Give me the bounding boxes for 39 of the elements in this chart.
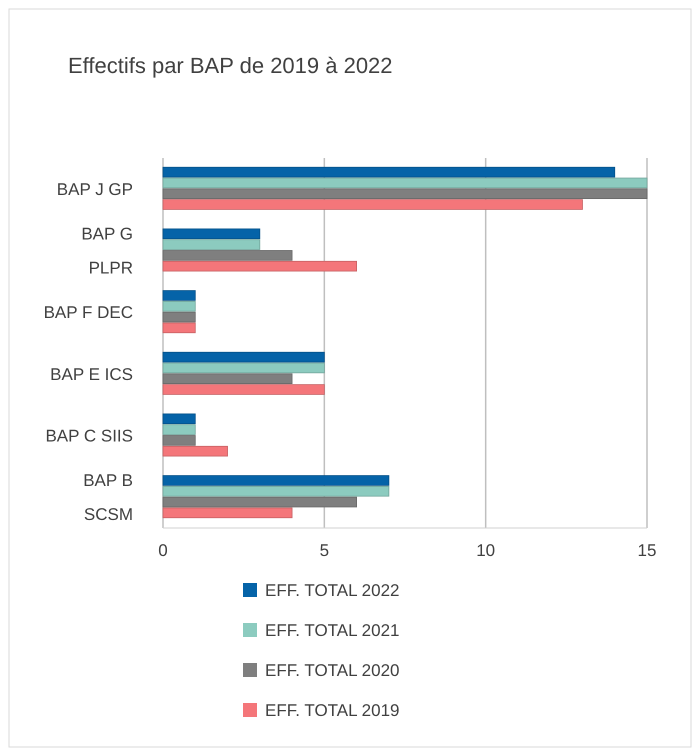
bar (162, 435, 196, 446)
bar (162, 373, 292, 384)
chart-title: Effectifs par BAP de 2019 à 2022 (68, 53, 393, 78)
bar (162, 228, 260, 240)
bar (162, 250, 292, 261)
x-tick-label: 10 (476, 541, 496, 560)
bar (162, 199, 583, 210)
bar (162, 166, 616, 178)
bar (162, 486, 390, 497)
bar (162, 446, 228, 456)
bar (162, 475, 390, 486)
bar (162, 322, 196, 334)
bar (162, 352, 325, 362)
bar (162, 239, 260, 250)
x-tick-label: 15 (638, 541, 656, 560)
y-tick-label: BAP B SCSM (83, 471, 133, 524)
legend-label: EFF. TOTAL 2020 (265, 661, 400, 680)
bar (162, 188, 648, 200)
y-tick-label: BAP G PLPR (81, 224, 133, 278)
y-tick-label: BAP F DEC (44, 303, 133, 322)
bar (162, 414, 196, 424)
legend-label: EFF. TOTAL 2022 (265, 581, 400, 600)
bar (162, 312, 196, 322)
bar (162, 508, 292, 518)
legend-label: EFF. TOTAL 2019 (265, 701, 400, 720)
bar (162, 178, 648, 188)
bar (162, 384, 325, 395)
bar (162, 424, 196, 435)
bar (162, 290, 196, 301)
bar (162, 260, 357, 272)
bar (162, 300, 196, 312)
legend-label: EFF. TOTAL 2021 (265, 621, 400, 640)
bar (162, 496, 357, 508)
y-tick-label: BAP C SIIS (45, 426, 133, 446)
x-tick-label: 0 (158, 541, 168, 560)
bar (162, 362, 325, 374)
y-tick-label: BAP J GP (56, 180, 133, 199)
y-tick-label: BAP E ICS (50, 364, 133, 384)
x-tick-label: 5 (320, 541, 330, 560)
